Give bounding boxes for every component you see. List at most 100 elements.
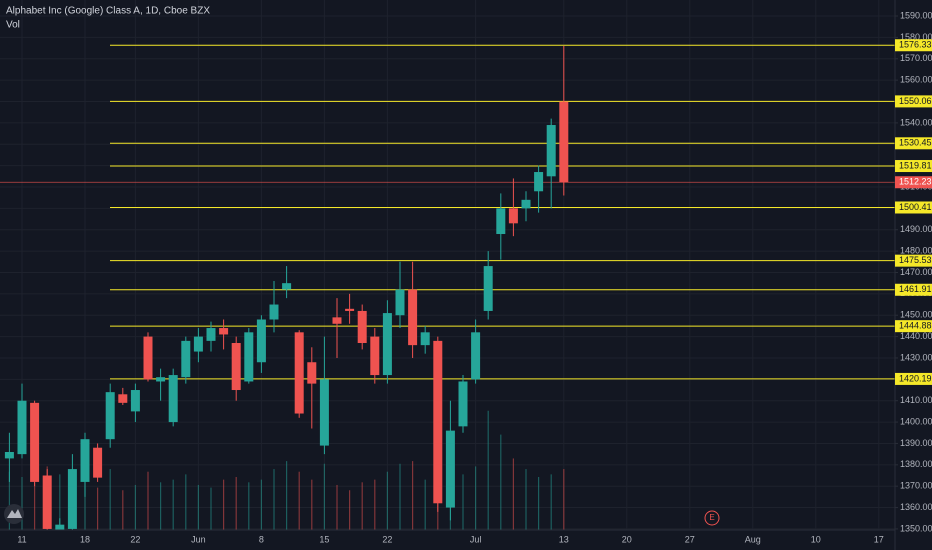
- x-tick-label: 8: [259, 534, 264, 544]
- level-tag-label: 1420.19: [899, 373, 932, 383]
- level-tag-label: 1519.81: [899, 160, 932, 170]
- x-tick-label: 13: [559, 534, 569, 544]
- y-tick-label: 1560.00: [900, 75, 932, 85]
- volume-bar: [525, 469, 527, 530]
- candle-body: [546, 125, 556, 177]
- y-tick-label: 1490.00: [900, 224, 932, 234]
- candle-body: [508, 208, 518, 224]
- volume-bar: [538, 477, 540, 530]
- volume-bar: [84, 477, 86, 530]
- candle-body: [294, 332, 304, 414]
- candle-body: [471, 332, 481, 380]
- volume-bar: [8, 471, 10, 530]
- volume-bar: [349, 490, 351, 530]
- candle-body: [395, 289, 405, 316]
- last-price-label: 1512.23: [899, 177, 932, 187]
- volume-bar: [34, 482, 36, 530]
- volume-bar: [134, 484, 136, 530]
- candle-body: [256, 319, 266, 363]
- candle-body: [17, 400, 27, 455]
- level-tag-label: 1500.41: [899, 202, 932, 212]
- candle-body: [269, 304, 279, 320]
- volume-bar: [160, 482, 162, 530]
- candle-body: [496, 208, 506, 235]
- last-price-tag: [895, 176, 932, 189]
- candle-body: [4, 451, 14, 459]
- x-tick-label: 20: [622, 534, 632, 544]
- x-tick-label: Aug: [745, 534, 761, 544]
- levels: [0, 44, 895, 380]
- volume-bar: [399, 463, 401, 530]
- candle-body: [433, 340, 443, 504]
- candle-body: [420, 332, 430, 346]
- volume-bar: [59, 474, 61, 530]
- volume-bar: [109, 469, 111, 530]
- volume-bar: [462, 474, 464, 530]
- candle-body: [30, 402, 40, 482]
- candle-body: [118, 394, 128, 403]
- level-tag: [895, 137, 932, 150]
- volume-bar: [248, 482, 250, 530]
- volume-bar: [223, 479, 225, 530]
- earnings-label[interactable]: E: [709, 513, 714, 522]
- y-tick-label: 1390.00: [900, 438, 932, 448]
- earnings-icon[interactable]: [704, 510, 720, 526]
- candle-body: [80, 439, 90, 482]
- level-tag-label: 1550.06: [899, 96, 932, 106]
- candle-body: [206, 328, 216, 341]
- price-tags: 1576.33 1550.06 1530.45 1519.81 1500.41 1475.…: [895, 39, 932, 385]
- y-tick-label: 1440.00: [900, 331, 932, 341]
- volume-bar: [424, 479, 426, 530]
- volume-bar: [487, 410, 489, 530]
- x-tick-label: 18: [80, 534, 90, 544]
- volume-bar: [412, 461, 414, 530]
- level-tag: [895, 201, 932, 214]
- volume-label: Vol: [6, 20, 20, 31]
- volume-bar: [273, 469, 275, 530]
- y-tick-label: 1470.00: [900, 267, 932, 277]
- candle-body: [382, 313, 392, 376]
- level-tag-label: 1475.53: [899, 255, 932, 265]
- volume-bar: [286, 461, 288, 530]
- volume-bar: [298, 471, 300, 530]
- grid: [0, 0, 895, 530]
- candle-body: [370, 336, 380, 376]
- volume-bar: [260, 479, 262, 530]
- candle-body: [345, 308, 355, 311]
- y-tick-label: 1590.00: [900, 10, 932, 20]
- x-tick-label: 22: [382, 534, 392, 544]
- candle-body: [534, 172, 544, 192]
- candle-body: [42, 475, 52, 529]
- x-tick-label: 15: [319, 534, 329, 544]
- y-tick-label: 1380.00: [900, 459, 932, 469]
- y-tick-label: 1540.00: [900, 117, 932, 127]
- candle-body: [319, 379, 329, 446]
- volume-bar: [185, 474, 187, 530]
- candle-body: [282, 283, 292, 290]
- y-tick-label: 1360.00: [900, 502, 932, 512]
- y-tick-label: 1580.00: [900, 32, 932, 42]
- candle-body: [307, 362, 317, 384]
- volume-bar: [336, 484, 338, 530]
- level-tag: [895, 320, 932, 333]
- x-tick-label: 27: [685, 534, 695, 544]
- candle-body: [143, 336, 153, 380]
- level-tag-label: 1530.45: [899, 138, 932, 148]
- candle-body: [93, 447, 103, 478]
- x-tick-label: Jun: [191, 534, 206, 544]
- y-tick-label: 1350.00: [900, 523, 932, 533]
- volume-bar: [386, 471, 388, 530]
- candle-body: [521, 199, 531, 209]
- volume-bar: [210, 487, 212, 530]
- volume-bar: [235, 477, 237, 530]
- y-tick-label: 1410.00: [900, 395, 932, 405]
- candle-body: [244, 332, 254, 382]
- candle-body: [168, 375, 178, 423]
- candle-body: [181, 340, 191, 378]
- level-tag: [895, 39, 932, 52]
- level-tag-label: 1576.33: [899, 40, 932, 50]
- y-tick-label: 1370.00: [900, 481, 932, 491]
- time-axis: 11 18 22 Jun 8 15 22 Jul 13 20 27 Aug 10 17: [17, 534, 883, 544]
- y-tick-label: 1430.00: [900, 352, 932, 362]
